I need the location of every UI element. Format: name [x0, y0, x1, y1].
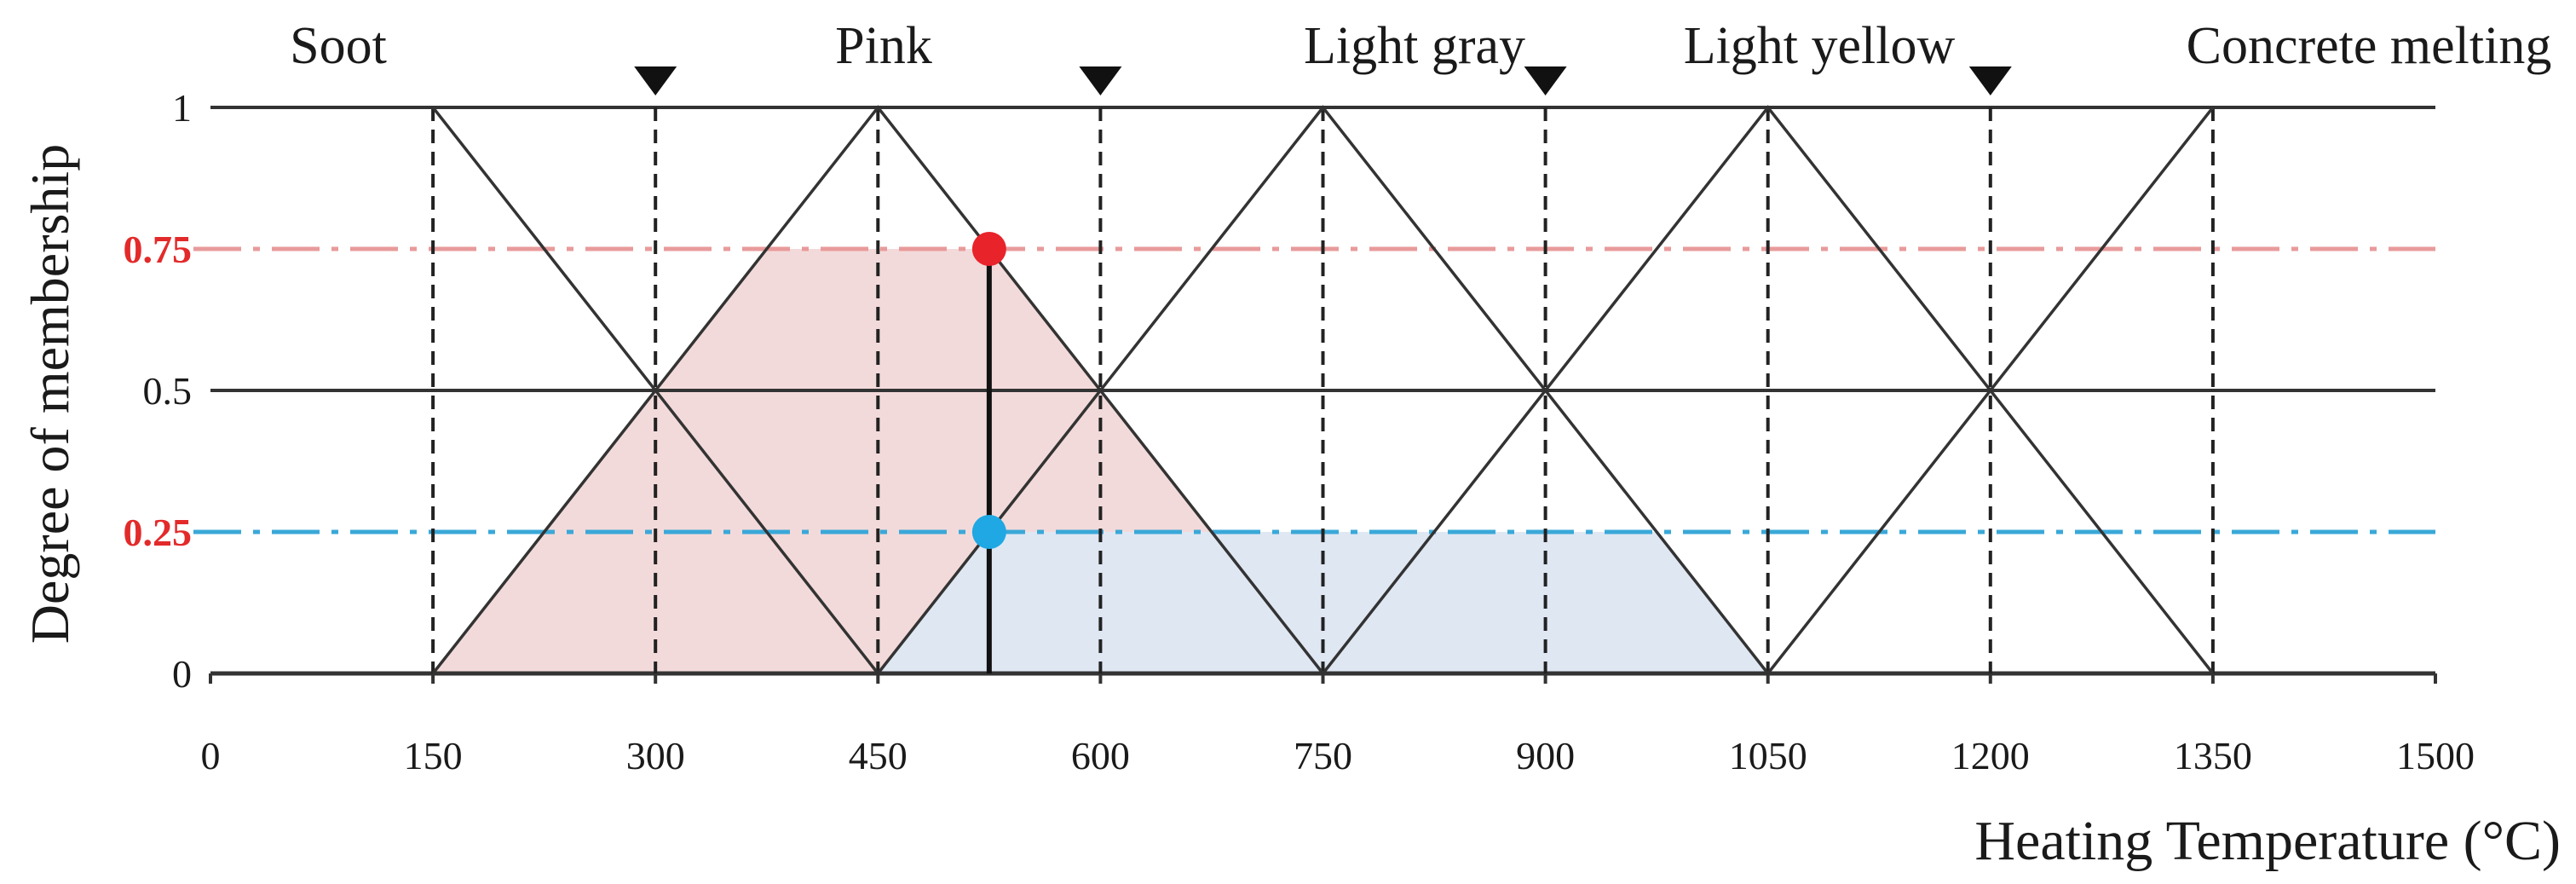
category-label: Light gray	[1304, 17, 1525, 75]
x-tick-label: 600	[1071, 734, 1130, 777]
horizontal-guides	[193, 246, 2435, 534]
category-label: Pink	[835, 17, 932, 75]
x-tick-label: 300	[626, 734, 685, 777]
category-label: Soot	[290, 17, 387, 75]
x-tick-label: 1350	[2174, 734, 2252, 777]
boundary-marker	[634, 66, 677, 95]
category-label: Light yellow	[1684, 17, 1956, 75]
x-tick-label: 0	[201, 734, 221, 777]
y-tick-label: 0.5	[143, 369, 193, 413]
series-light-yellow	[1322, 105, 2215, 675]
x-tick-label: 450	[849, 734, 908, 777]
series-light-gray	[876, 105, 1770, 675]
x-axis-label: Heating Temperature (°C)	[1974, 810, 2561, 872]
vertical-guides	[431, 107, 2215, 673]
boundary-marker	[1968, 66, 2012, 95]
y-tick-label: 1	[172, 86, 192, 130]
x-tick-label: 1500	[2396, 734, 2475, 777]
chart-text: 0 150 300 450 600 750 900 1050 1200 1350 1500 0 0.25…	[20, 17, 2561, 872]
membership-point-1	[971, 232, 1006, 266]
x-tick-label: 150	[404, 734, 463, 777]
membership-point-2	[971, 515, 1006, 549]
x-tick-label: 750	[1294, 734, 1352, 777]
x-tick-label: 900	[1516, 734, 1575, 777]
membership-series	[210, 105, 2435, 675]
boundary-marker	[1524, 66, 1567, 95]
x-tick-label: 1050	[1729, 734, 1807, 777]
y-tick-label: 0	[172, 652, 192, 696]
y-tick-label: 0.25	[124, 511, 193, 554]
x-tick-label: 1200	[1951, 734, 2030, 777]
y-axis-label: Degree of membership	[20, 144, 80, 644]
y-tick-label: 0.75	[124, 228, 193, 271]
series-concrete-melting	[1766, 106, 2435, 675]
series-pink	[431, 105, 1324, 675]
series-soot	[210, 106, 879, 675]
boundary-markers	[634, 66, 2012, 95]
boundary-marker	[1079, 66, 1122, 95]
category-label: Concrete melting	[2187, 17, 2552, 75]
input-indicator	[971, 232, 1006, 673]
